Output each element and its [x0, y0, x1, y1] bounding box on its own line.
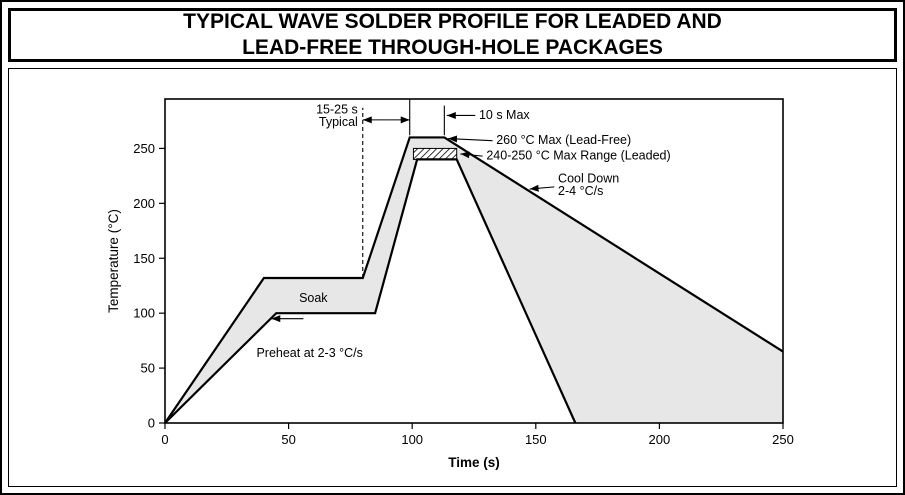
annotation-leadfree-max: 260 °C Max (Lead-Free) [496, 133, 631, 147]
x-tick-label: 200 [648, 432, 670, 447]
leaded-max-range-hatch [412, 147, 457, 160]
profile-band [164, 136, 783, 423]
chart-container: 15-25 s Typical 10 s Max 260 °C Max (Lead-F… [8, 68, 897, 487]
x-tick-label: 150 [524, 432, 546, 447]
profile-lower-limit [163, 157, 576, 424]
y-axis-title: Temperature (°C) [106, 209, 121, 313]
x-tick-label: 250 [772, 432, 794, 447]
x-tick-label: 50 [281, 432, 295, 447]
annotation-preheat: Preheat at 2-3 °C/s [256, 346, 362, 360]
annotation-soak: Soak [299, 291, 328, 305]
plot-frame [163, 97, 784, 424]
leadfree-max-arrow [447, 134, 493, 142]
figure-title-box: TYPICAL WAVE SOLDER PROFILE FOR LEADED A… [8, 8, 897, 62]
y-tick-label: 50 [140, 360, 154, 375]
y-tick-label: 0 [147, 415, 154, 430]
cool-down-arrow [529, 184, 554, 192]
figure-title-line2: LEAD-FREE THROUGH-HOLE PACKAGES [242, 36, 663, 59]
annotation-peak-time-max: 10 s Max [478, 107, 529, 121]
y-tick-label: 250 [133, 140, 155, 155]
figure-title-line1: TYPICAL WAVE SOLDER PROFILE FOR LEADED A… [183, 10, 722, 34]
annotation-cool-down: 2-4 °C/s [558, 183, 603, 197]
annotation-leaded-max-range: 240-250 °C Max Range (Leaded) [486, 148, 670, 162]
annotation-typical-time: 15-25 s [316, 102, 358, 116]
leaded-range-arrow [459, 150, 483, 158]
y-tick-label: 200 [133, 195, 155, 210]
x-tick-label: 100 [401, 432, 423, 447]
x-axis-title: Time (s) [448, 455, 500, 470]
annotation-cool-down: Cool Down [558, 171, 619, 185]
x-tick-label: 0 [161, 432, 168, 447]
y-tick-label: 100 [133, 305, 155, 320]
annotation-typical-time: Typical [318, 114, 357, 128]
y-tick-label: 150 [133, 250, 155, 265]
profile-upper-limit [163, 135, 784, 424]
